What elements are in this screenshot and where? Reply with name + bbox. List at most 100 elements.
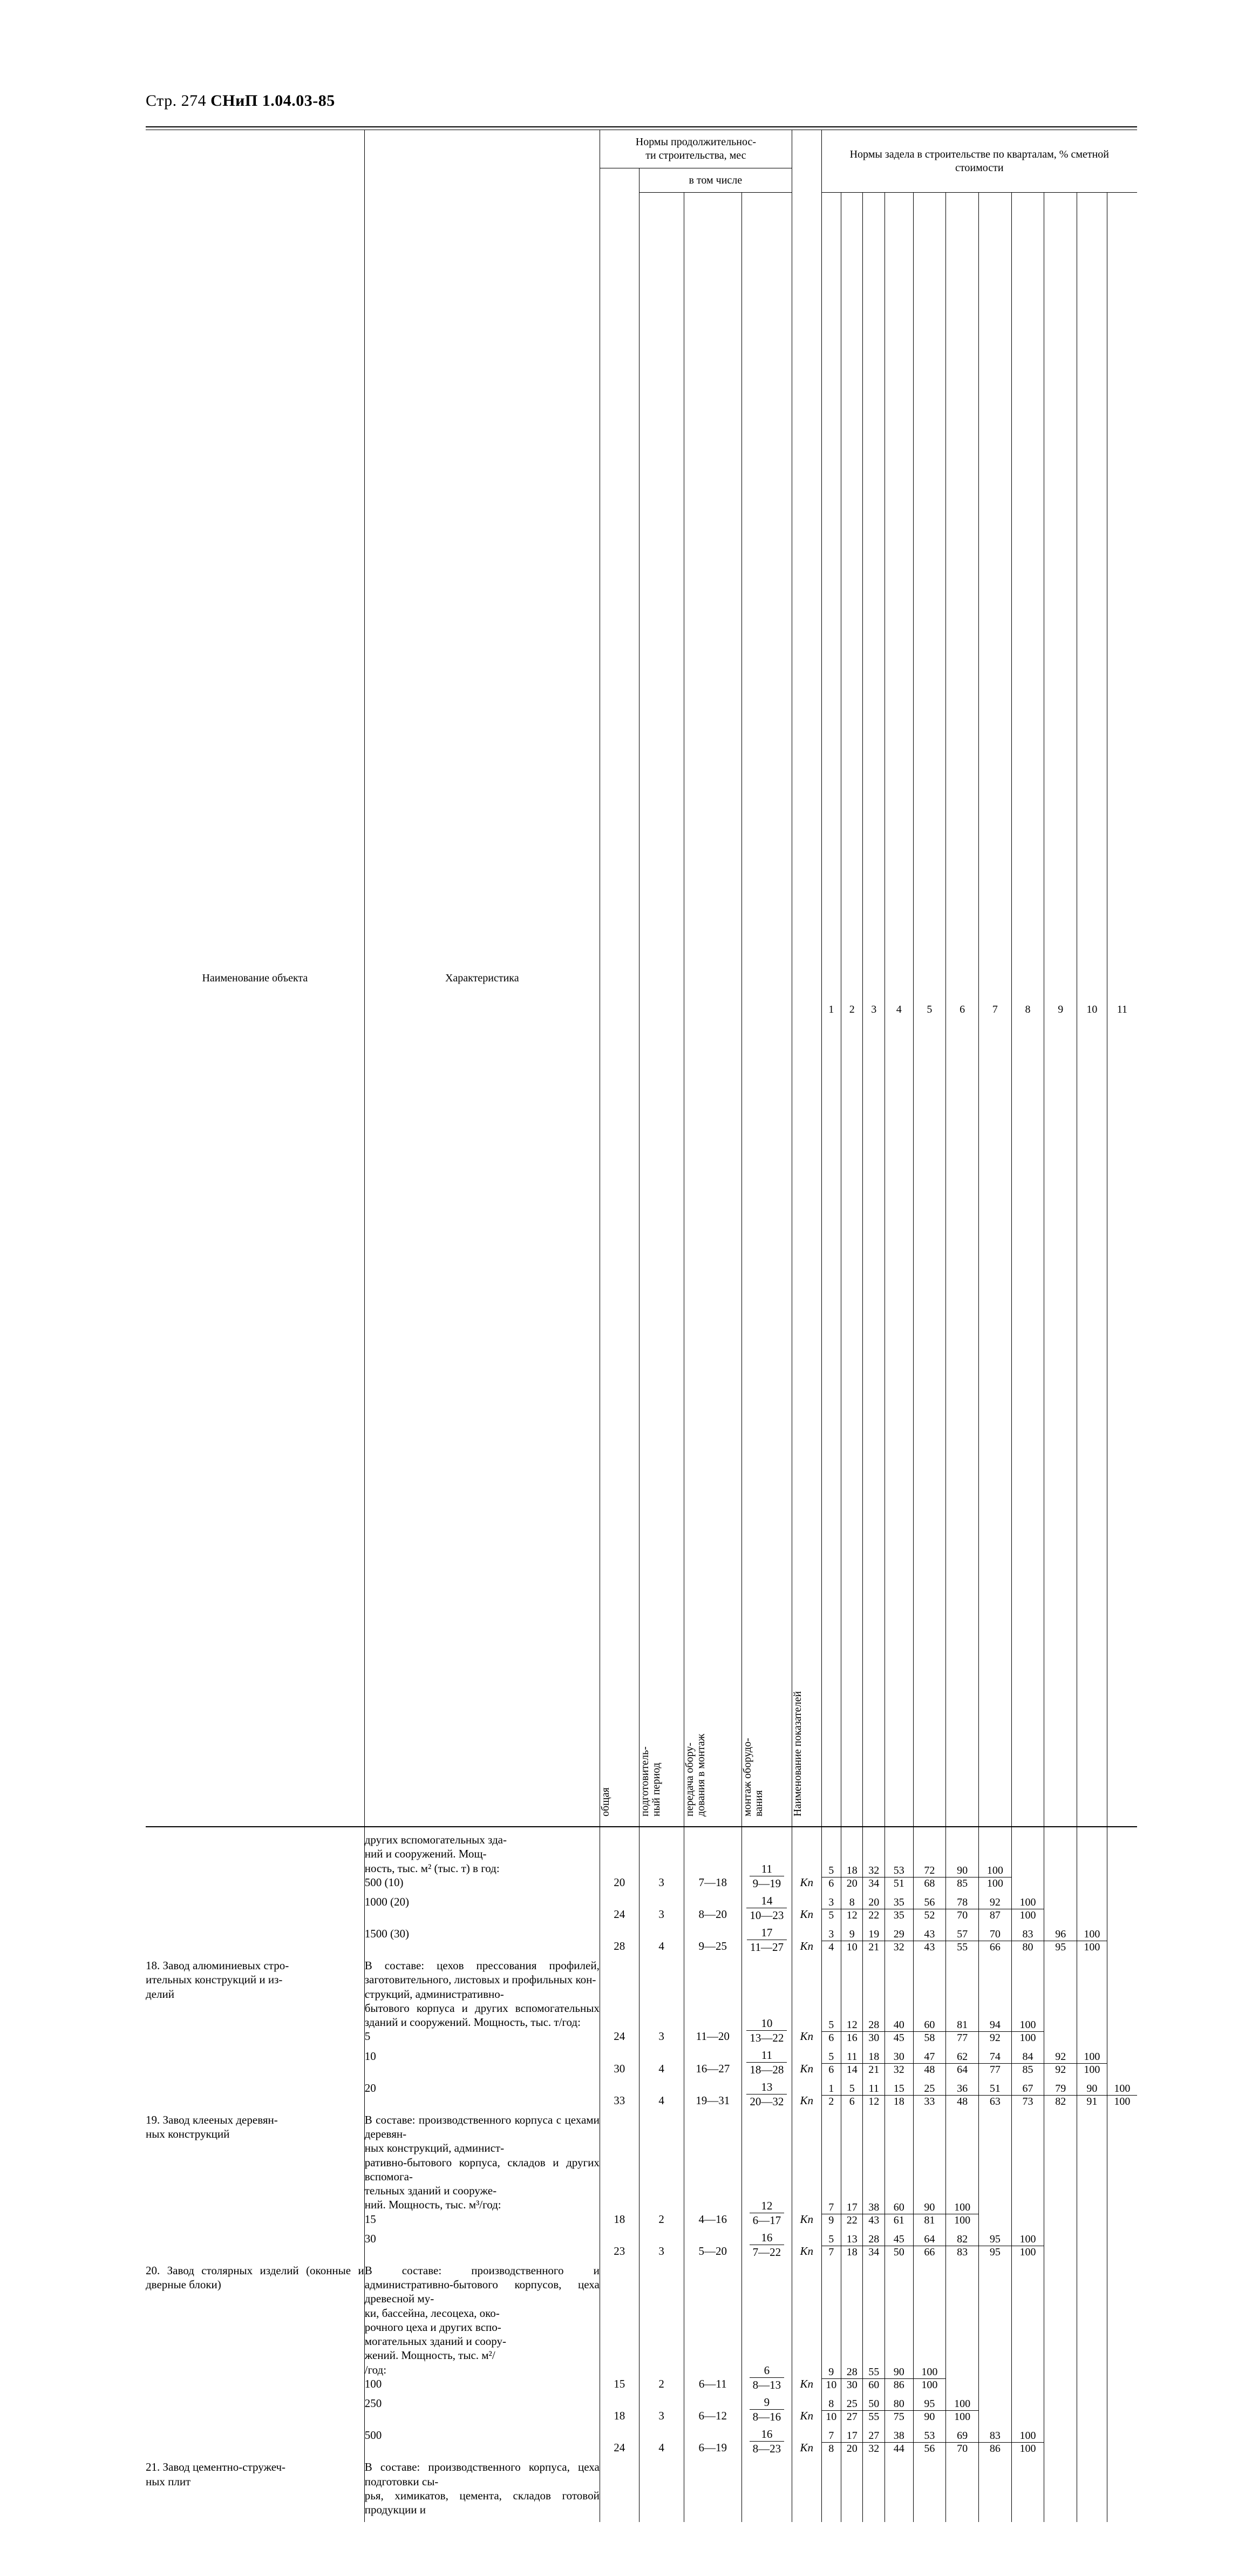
q-cell: 6061	[885, 2113, 913, 2226]
q-cell	[978, 2113, 1011, 2226]
q-cell: 9086	[885, 2263, 913, 2391]
q-cell	[1011, 2460, 1044, 2517]
q-cell: 1722	[841, 2113, 863, 2226]
q-cell	[1044, 2113, 1077, 2226]
main-table: Наименование объекта Характеристика Норм…	[146, 130, 1137, 2522]
cell: 68—13	[741, 2263, 792, 2391]
q-cell: 2732	[863, 2428, 885, 2455]
cell: 24	[600, 1895, 639, 1921]
fraction: 1410—23	[746, 1895, 787, 1921]
q4: 4	[896, 1004, 902, 1015]
q-cell: 7870	[946, 1895, 979, 1921]
cell: 8—20	[684, 1895, 741, 1921]
table-row: 1030416—271118—28Kп561114182130324748626…	[146, 2049, 1137, 2076]
q-cell: 1114	[841, 2049, 863, 2076]
fraction: 167—22	[750, 2232, 785, 2258]
q-cell: 7066	[978, 1927, 1011, 1953]
q-cell: 9091	[1077, 2081, 1107, 2107]
q-cell: 9590	[913, 2396, 946, 2423]
q-cell: 6773	[1011, 2081, 1044, 2107]
q-cell	[1077, 2232, 1107, 2258]
cell: 168—23	[741, 2428, 792, 2455]
cell: 5—20	[684, 2232, 741, 2258]
cell: 3	[639, 2232, 684, 2258]
q-cell: 56	[841, 2081, 863, 2107]
q-cell	[841, 2460, 863, 2517]
table-row: 1000 (20)2438—201410—23Kп358122022353556…	[146, 1895, 1137, 1921]
cell: 4	[639, 2049, 684, 2076]
q-cell: 4045	[885, 1958, 913, 2044]
q-cell: 8386	[978, 2428, 1011, 2455]
cell-indicator: Kп	[792, 1833, 821, 1889]
q3: 3	[871, 1004, 876, 1015]
cell: 1711—27	[741, 1927, 792, 1953]
q-cell: 2527	[841, 2396, 863, 2423]
q-cell: 7477	[978, 2049, 1011, 2076]
cell-indicator: Kп	[792, 2396, 821, 2423]
table-row: 2033419—311320—32Kп125611121518253336485…	[146, 2081, 1137, 2107]
q-cell: 1921	[863, 1927, 885, 1953]
cell: 119—19	[741, 1833, 792, 1889]
q-cell: 7268	[913, 1833, 946, 1889]
cell: 15	[600, 2263, 639, 2391]
q-cell	[1107, 2113, 1137, 2226]
cell: 4	[639, 2081, 684, 2107]
q-cell	[1107, 1833, 1137, 1889]
q-cell: 9085	[946, 1833, 979, 1889]
q-cell: 2830	[863, 1958, 885, 2044]
cell-char: В составе: цехов прессования профилей, з…	[364, 1958, 600, 2044]
col-duration: Нормы продолжительнос- ти строительства,…	[636, 136, 756, 161]
cell: 28	[600, 1927, 639, 1953]
cell-indicator: Kп	[792, 1927, 821, 1953]
q-cell: 12	[821, 2081, 841, 2107]
cell	[600, 2460, 639, 2517]
q7: 7	[992, 1004, 998, 1015]
cell-indicator: Kп	[792, 2113, 821, 2226]
q-cell: 1112	[863, 2081, 885, 2107]
cell-char: В составе: производственного корпуса, це…	[364, 2460, 600, 2517]
q-cell	[946, 2263, 979, 2391]
cell: 23	[600, 2232, 639, 2258]
table-row: 19. Завод клееных деревян-ных конструкци…	[146, 2113, 1137, 2226]
q-cell: 56	[821, 2049, 841, 2076]
doc-code: СНиП 1.04.03-85	[210, 92, 335, 110]
q-cell	[1077, 2113, 1107, 2226]
cell-char: 500	[364, 2428, 600, 2455]
q-cell: 100100	[978, 1833, 1011, 1889]
q-cell: 79	[821, 2113, 841, 2226]
cell: 6—11	[684, 2263, 741, 2391]
table-row: 1500 (30)2849—251711—27Kп349101921293243…	[146, 1927, 1137, 1953]
cell	[639, 2460, 684, 2517]
q-cell: 6466	[913, 2232, 946, 2258]
cell: 126—17	[741, 2113, 792, 2226]
table-row: 302335—20167—22Kп57131828344550646682839…	[146, 2232, 1137, 2258]
q-cell	[863, 2460, 885, 2517]
q-cell: 3844	[885, 2428, 913, 2455]
q-cell: 5163	[978, 2081, 1011, 2107]
q-cell: 2533	[913, 2081, 946, 2107]
q-cell: 35	[821, 1895, 841, 1921]
cell: 20	[600, 1833, 639, 1889]
col-backlog: Нормы задела в строительстве по квартала…	[850, 148, 1109, 174]
cell-indicator: Kп	[792, 2428, 821, 2455]
cell: 3	[639, 1833, 684, 1889]
cell-char: других вспомогательных зда-ний и сооруже…	[364, 1833, 600, 1889]
cell-char: 1000 (20)	[364, 1895, 600, 1921]
q-cell: 3648	[946, 2081, 979, 2107]
q-cell: 5055	[863, 2396, 885, 2423]
cell: 3	[639, 2396, 684, 2423]
q-cell	[1011, 2113, 1044, 2226]
q-cell	[1077, 2460, 1107, 2517]
top-rule	[146, 126, 1137, 127]
cell-indicator: Kп	[792, 1958, 821, 2044]
q-cell	[1044, 1833, 1077, 1889]
q1: 1	[828, 1004, 834, 1015]
q-cell: 5755	[946, 1927, 979, 1953]
cell-char: 20	[364, 2081, 600, 2107]
fraction: 1118—28	[746, 2049, 787, 2076]
q-cell: 1318	[841, 2232, 863, 2258]
q-cell: 1518	[885, 2081, 913, 2107]
cell: 16—27	[684, 2049, 741, 2076]
cell-char: 250	[364, 2396, 600, 2423]
q10: 10	[1086, 1004, 1097, 1015]
